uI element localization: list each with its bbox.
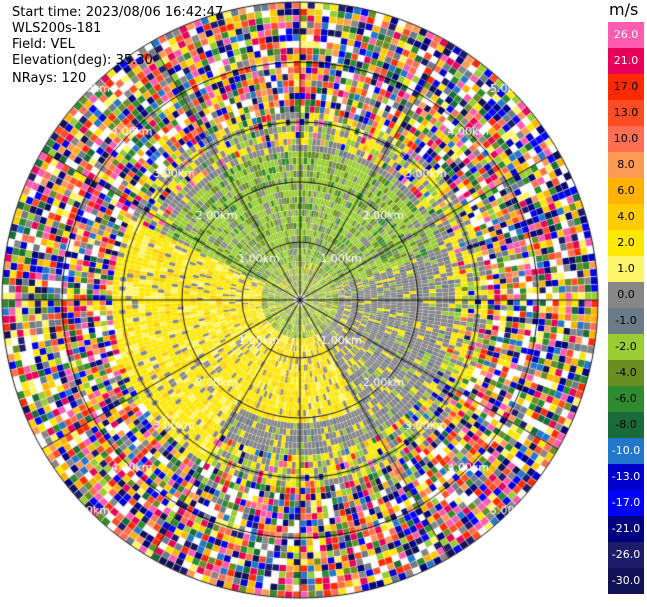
field-line: Field: VEL bbox=[12, 37, 75, 52]
elevation-line: Elevation(deg): 35.30 bbox=[12, 53, 153, 68]
colorbar-unit: m/s bbox=[609, 0, 639, 19]
colorbar-swatch bbox=[608, 256, 644, 283]
instrument-name: WLS200s-181 bbox=[12, 21, 102, 36]
colorbar-swatch bbox=[608, 360, 644, 387]
colorbar-swatch bbox=[608, 438, 644, 465]
colorbar-swatch bbox=[608, 464, 644, 491]
colorbar-tick-label: 1.0 bbox=[617, 262, 635, 275]
colorbar-swatch bbox=[608, 516, 644, 543]
colorbar-tick-label: -8.0 bbox=[615, 418, 637, 431]
colorbar bbox=[608, 22, 644, 594]
elevation-value: 35.30 bbox=[115, 53, 153, 68]
instrument-line: WLS200s-181 bbox=[12, 21, 101, 36]
colorbar-swatch bbox=[608, 230, 644, 257]
colorbar-tick-label: 26.0 bbox=[613, 28, 639, 41]
colorbar-swatch bbox=[608, 100, 644, 127]
colorbar-swatch bbox=[608, 412, 644, 439]
colorbar-swatch bbox=[608, 178, 644, 205]
colorbar-tick-label: -30.0 bbox=[611, 574, 641, 587]
start-time-line: Start time: 2023/08/06 16:42:47 bbox=[12, 5, 223, 20]
colorbar-tick-label: 6.0 bbox=[617, 184, 635, 197]
colorbar-tick-label: 8.0 bbox=[617, 158, 635, 171]
colorbar-tick-label: 21.0 bbox=[613, 54, 639, 67]
nrays-line: NRays: 120 bbox=[12, 71, 86, 86]
colorbar-swatch bbox=[608, 542, 644, 569]
colorbar-swatch bbox=[608, 152, 644, 179]
start-time-value: 2023/08/06 16:42:47 bbox=[85, 5, 224, 20]
colorbar-swatch bbox=[608, 568, 644, 594]
colorbar-tick-label: 13.0 bbox=[613, 106, 639, 119]
colorbar-tick-label: -2.0 bbox=[615, 340, 637, 353]
colorbar-tick-label: -17.0 bbox=[611, 496, 641, 509]
colorbar-tick-label: -4.0 bbox=[615, 366, 637, 379]
colorbar-tick-label: 2.0 bbox=[617, 236, 635, 249]
colorbar-tick-label: 17.0 bbox=[613, 80, 639, 93]
field-value: VEL bbox=[50, 37, 75, 52]
nrays-value: 120 bbox=[61, 71, 87, 86]
colorbar-tick-label: -26.0 bbox=[611, 548, 641, 561]
colorbar-swatch bbox=[608, 204, 644, 231]
elevation-label: Elevation(deg): bbox=[12, 53, 112, 68]
colorbar-swatch bbox=[608, 22, 644, 49]
colorbar-tick-label: 10.0 bbox=[613, 132, 639, 145]
colorbar-tick-label: -10.0 bbox=[611, 444, 641, 457]
ppi-velocity-plot bbox=[0, 0, 608, 607]
colorbar-tick-label: -13.0 bbox=[611, 470, 641, 483]
colorbar-swatch bbox=[608, 48, 644, 75]
nrays-label: NRays: bbox=[12, 71, 58, 86]
colorbar-swatch bbox=[608, 386, 644, 413]
colorbar-tick-label: 0.0 bbox=[617, 288, 635, 301]
colorbar-swatch bbox=[608, 126, 644, 153]
colorbar-swatch bbox=[608, 490, 644, 517]
colorbar-tick-label: -1.0 bbox=[615, 314, 637, 327]
colorbar-swatch bbox=[608, 308, 644, 335]
colorbar-tick-label: 4.0 bbox=[617, 210, 635, 223]
field-label: Field: bbox=[12, 37, 47, 52]
colorbar-tick-label: -6.0 bbox=[615, 392, 637, 405]
colorbar-swatch bbox=[608, 282, 644, 309]
colorbar-swatch bbox=[608, 74, 644, 101]
start-time-label: Start time: bbox=[12, 5, 82, 20]
colorbar-swatch bbox=[608, 334, 644, 361]
colorbar-tick-label: -21.0 bbox=[611, 522, 641, 535]
